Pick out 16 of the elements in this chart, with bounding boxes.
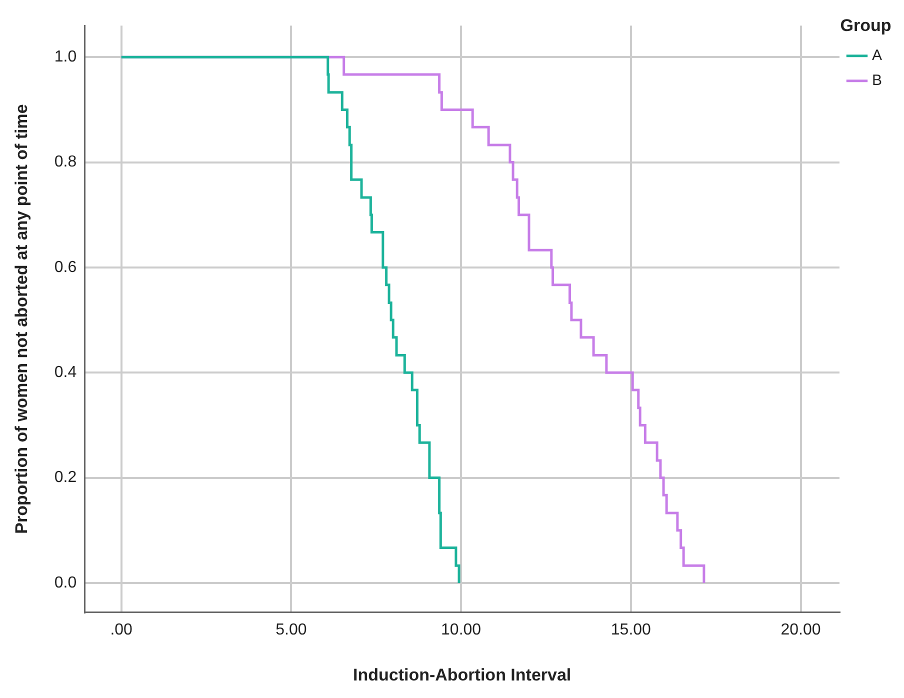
- legend-title: Group: [840, 16, 892, 36]
- x-tick-label: 20.00: [780, 621, 821, 638]
- y-tick-label: 1.0: [54, 48, 77, 66]
- y-tick-label: 0.4: [54, 364, 77, 382]
- legend-label: A: [872, 47, 882, 64]
- y-tick-label: 0.2: [54, 469, 77, 486]
- y-tick-label: 0.8: [54, 154, 77, 171]
- x-axis-title: Induction-Abortion Interval: [352, 665, 572, 684]
- y-axis-title: Proportion of women not aborted at any point of time: [12, 104, 31, 534]
- x-tick-label: 5.00: [276, 621, 307, 638]
- x-tick-label: .00: [110, 621, 133, 638]
- legend-label: B: [872, 72, 882, 90]
- x-tick-label: 15.00: [610, 621, 652, 638]
- y-tick-label: 0.6: [54, 258, 77, 276]
- y-tick-label: 0.0: [54, 574, 77, 592]
- x-tick-label: 10.00: [441, 621, 482, 638]
